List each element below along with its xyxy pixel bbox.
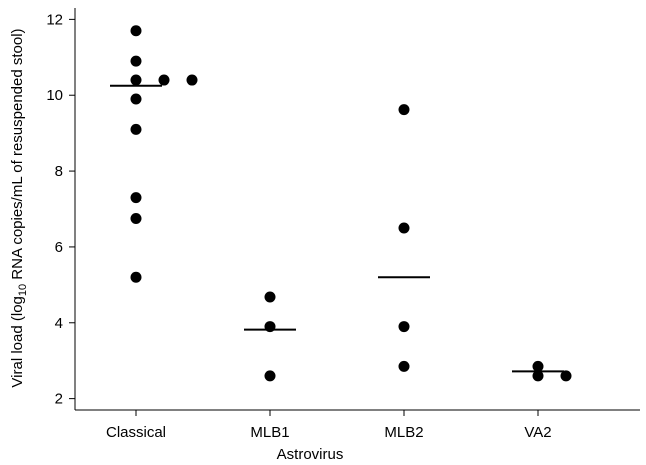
x-tick-label: MLB1 xyxy=(250,424,289,441)
x-ticks: Classical MLB1 MLB2 VA2 xyxy=(106,410,552,441)
y-tick-label: 4 xyxy=(55,315,63,332)
data-point xyxy=(398,360,410,372)
y-tick-label: 10 xyxy=(46,87,63,104)
x-tick-label: Classical xyxy=(106,424,166,441)
y-axis-title: Viral load (log10 RNA copies/mL of resus… xyxy=(9,28,29,387)
y-axis-title-main: Viral load (log xyxy=(9,296,26,387)
data-point xyxy=(130,192,142,204)
y-ticks: 2 4 6 8 10 12 xyxy=(46,11,75,408)
data-points xyxy=(130,25,572,382)
x-axis-title: Astrovirus xyxy=(277,446,344,463)
y-tick-label: 8 xyxy=(55,163,63,180)
data-point xyxy=(264,370,276,382)
y-axis-title-subscript: 10 xyxy=(17,284,29,296)
x-tick-label: MLB2 xyxy=(384,424,423,441)
y-axis-title-rest: RNA copies/mL of resuspended stool) xyxy=(9,28,26,283)
data-point xyxy=(130,74,142,86)
data-point xyxy=(130,212,142,224)
data-point xyxy=(398,104,410,116)
data-point xyxy=(398,222,410,234)
data-point xyxy=(186,74,198,86)
median-lines xyxy=(110,84,564,373)
data-point xyxy=(130,93,142,105)
data-point xyxy=(264,321,276,333)
data-point xyxy=(130,55,142,67)
data-point xyxy=(560,370,572,382)
data-point xyxy=(158,74,170,86)
data-point xyxy=(398,321,410,333)
data-point xyxy=(532,360,544,372)
y-tick-label: 12 xyxy=(46,11,63,28)
data-point xyxy=(130,271,142,283)
y-tick-label: 6 xyxy=(55,239,63,256)
data-point xyxy=(264,291,276,303)
data-point xyxy=(130,123,142,135)
x-tick-label: VA2 xyxy=(524,424,551,441)
data-point xyxy=(130,25,142,37)
y-tick-label: 2 xyxy=(55,391,63,408)
data-point xyxy=(532,370,544,382)
